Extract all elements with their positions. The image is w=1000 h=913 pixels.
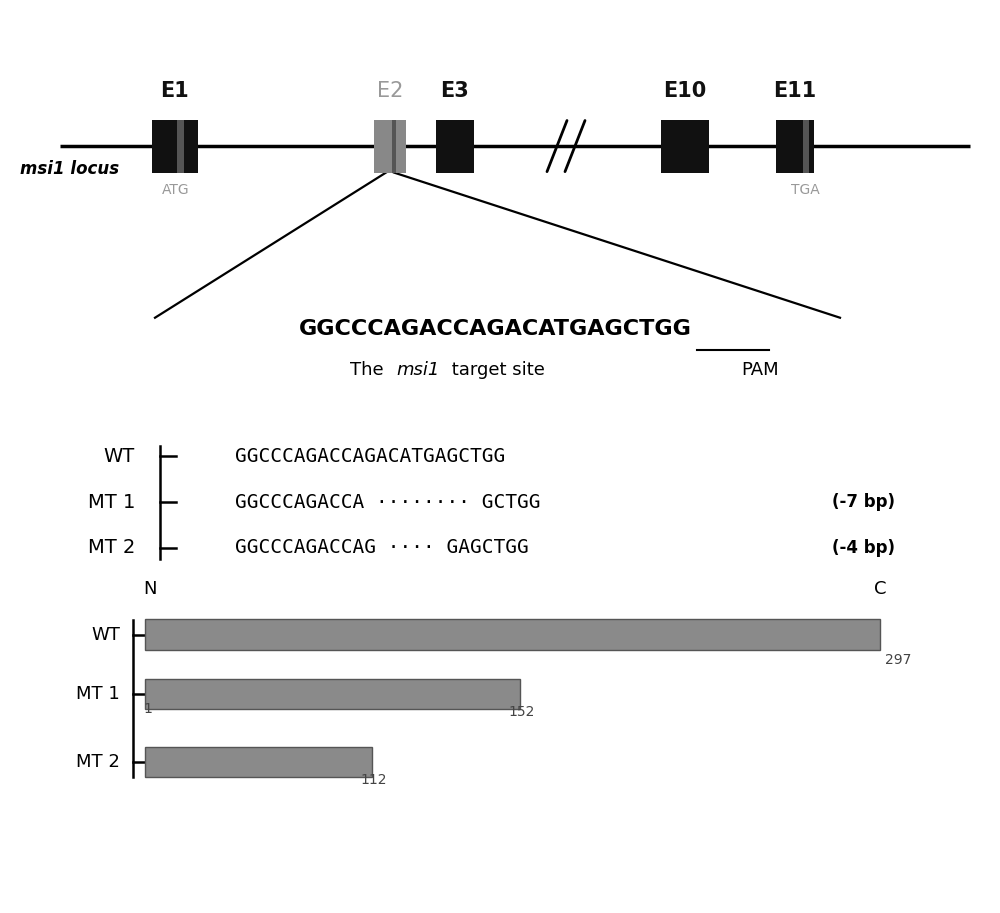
Text: ATG: ATG: [162, 183, 190, 196]
Text: GGCCCAGACCAGACATGAGCTGG: GGCCCAGACCAGACATGAGCTGG: [299, 319, 691, 339]
Text: E3: E3: [441, 81, 469, 101]
Text: C: C: [874, 580, 886, 598]
Text: 297: 297: [885, 653, 911, 666]
Text: GGCCCAGACCAG ···· GAGCTGG: GGCCCAGACCAG ···· GAGCTGG: [235, 539, 529, 557]
Text: E11: E11: [773, 81, 817, 101]
Bar: [436, 120, 474, 173]
Text: E10: E10: [663, 81, 707, 101]
Bar: [145, 747, 372, 778]
Text: target site: target site: [446, 361, 545, 379]
Text: MT 2: MT 2: [76, 753, 120, 771]
Text: PAM: PAM: [741, 361, 779, 379]
Text: GGCCCAGACCAGACATGAGCTGG: GGCCCAGACCAGACATGAGCTGG: [235, 447, 505, 466]
Bar: [145, 679, 520, 709]
Text: TGA: TGA: [791, 183, 819, 196]
Text: MT 2: MT 2: [88, 539, 135, 557]
Text: (-4 bp): (-4 bp): [832, 539, 895, 557]
Bar: [803, 120, 809, 173]
Bar: [661, 120, 709, 173]
Text: 112: 112: [361, 773, 387, 787]
Text: 1: 1: [144, 702, 152, 716]
Text: MT 1: MT 1: [76, 685, 120, 703]
Text: MT 1: MT 1: [88, 493, 135, 511]
Text: N: N: [143, 580, 157, 598]
Text: E1: E1: [161, 81, 189, 101]
Bar: [177, 120, 184, 173]
Text: GGCCCAGACCA ········ GCTGG: GGCCCAGACCA ········ GCTGG: [235, 493, 540, 511]
Text: WT: WT: [91, 625, 120, 644]
Bar: [145, 620, 880, 650]
Text: 152: 152: [509, 705, 535, 719]
Bar: [374, 120, 406, 173]
Text: WT: WT: [104, 447, 135, 466]
Text: The: The: [350, 361, 389, 379]
Bar: [392, 120, 396, 173]
Text: msi1 locus: msi1 locus: [20, 160, 119, 178]
Bar: [776, 120, 814, 173]
Bar: [152, 120, 198, 173]
Text: E2: E2: [377, 81, 403, 101]
Text: msi1: msi1: [396, 361, 439, 379]
Text: (-7 bp): (-7 bp): [832, 493, 895, 511]
